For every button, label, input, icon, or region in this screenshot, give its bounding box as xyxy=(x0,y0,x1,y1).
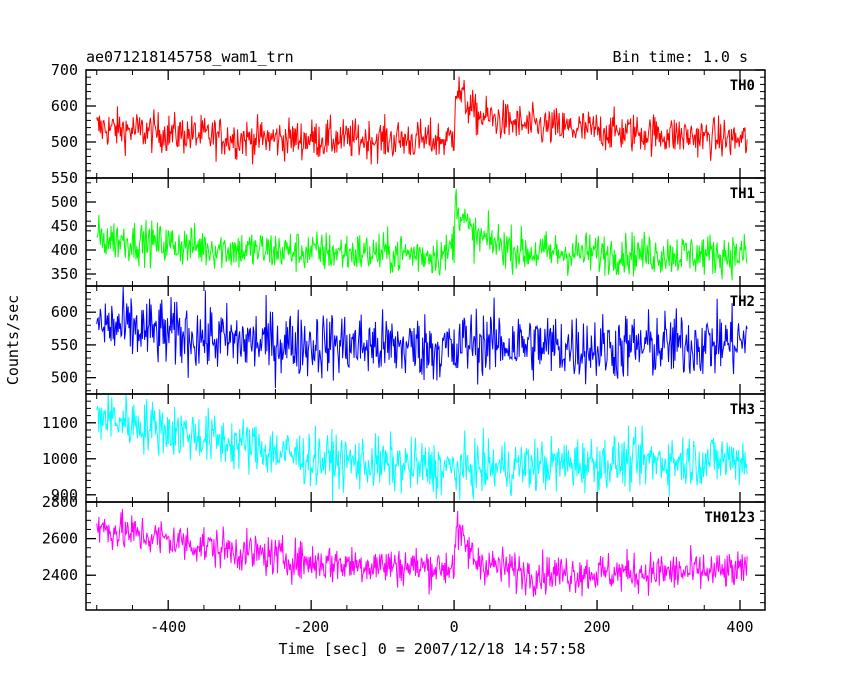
panel-th2: 500 550 600 TH2 xyxy=(51,285,766,395)
y-tick-label: 2600 xyxy=(42,530,78,548)
y-tick-label: 400 xyxy=(51,241,78,259)
y-tick-label: 450 xyxy=(51,217,78,235)
panel-th0123: 2400 2600 2800 TH0123 xyxy=(42,493,766,611)
y-tick-label: 500 xyxy=(51,193,78,211)
chart-title: ae071218145758_wam1_trn xyxy=(86,48,294,66)
series-line-th1 xyxy=(96,188,748,281)
x-tick-label: 400 xyxy=(726,618,753,636)
panel-th0: 500 600 700 TH0 xyxy=(51,61,766,179)
x-tick-label: 200 xyxy=(583,618,610,636)
y-tick-label: 500 xyxy=(51,369,78,387)
y-tick-label: 1100 xyxy=(42,414,78,432)
y-tick-label: 2800 xyxy=(42,493,78,511)
x-axis-label: Time [sec] 0 = 2007/12/18 14:57:58 xyxy=(278,640,585,658)
channel-label: TH2 xyxy=(730,294,755,310)
channel-label: TH0123 xyxy=(704,510,755,526)
series-line-th3 xyxy=(96,394,748,502)
series-line-th0 xyxy=(96,76,748,165)
panels-layer: 500 600 700 TH0 350 400 450 500 550 TH1 500 550 600 T… xyxy=(42,61,766,611)
x-tick-label: -200 xyxy=(293,618,329,636)
y-tick-label: 900 xyxy=(51,486,78,504)
y-tick-label: 600 xyxy=(51,303,78,321)
panel-frame xyxy=(85,177,766,287)
y-tick-label: 550 xyxy=(51,336,78,354)
y-tick-label: 1000 xyxy=(42,450,78,468)
x-tick-label: -400 xyxy=(150,618,186,636)
channel-label: TH0 xyxy=(730,78,755,94)
x-axis: -400 -200 0 200 400 xyxy=(150,618,753,636)
y-tick-label: 500 xyxy=(51,133,78,151)
y-tick-label: 700 xyxy=(51,61,78,79)
panel-th3: 900 1000 1100 TH3 xyxy=(42,393,766,504)
x-tick-label: 0 xyxy=(450,618,459,636)
y-tick-label: 550 xyxy=(51,169,78,187)
series-line-th0123 xyxy=(96,508,748,597)
panel-th1: 350 400 450 500 550 TH1 xyxy=(51,169,766,287)
series-line-th2 xyxy=(96,286,748,389)
channel-label: TH1 xyxy=(730,186,755,202)
y-axis-label: Counts/sec xyxy=(4,295,22,385)
bin-time-label: Bin time: 1.0 s xyxy=(613,48,748,66)
channel-label: TH3 xyxy=(730,402,755,418)
panel-frame xyxy=(85,501,766,611)
y-tick-label: 2400 xyxy=(42,566,78,584)
y-tick-label: 600 xyxy=(51,97,78,115)
y-tick-label: 350 xyxy=(51,265,78,283)
